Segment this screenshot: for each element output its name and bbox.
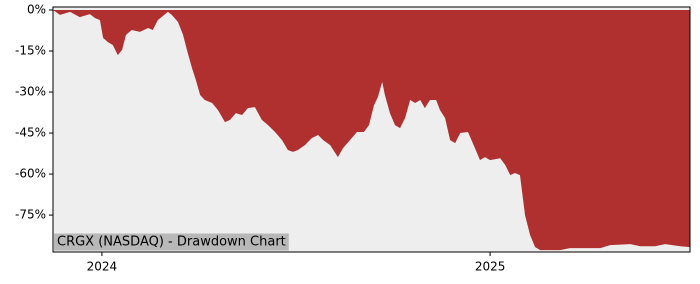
y-tick-label: -15% (15, 44, 46, 58)
y-tick-label: -45% (15, 126, 46, 140)
plot-frame (52, 6, 691, 253)
y-tick-label: 0% (27, 3, 46, 17)
y-tick-label: -30% (15, 85, 46, 99)
title-background (54, 233, 289, 251)
chart-title: CRGX (NASDAQ) - Drawdown Chart (57, 235, 286, 250)
y-tick-label: -75% (15, 208, 46, 222)
y-tick-label: -60% (15, 167, 46, 181)
x-tick-label: 2024 (87, 260, 118, 274)
drawdown-area (53, 10, 690, 251)
x-tick-label: 2025 (475, 260, 506, 274)
